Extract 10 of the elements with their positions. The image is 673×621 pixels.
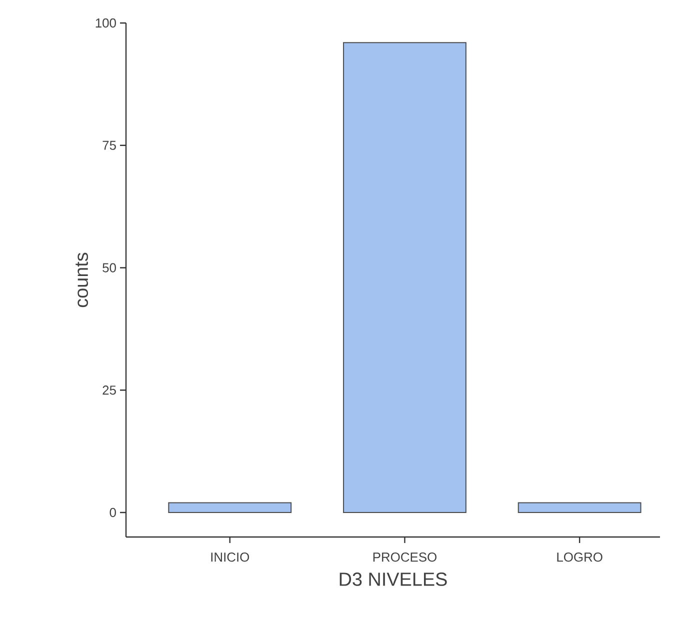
x-tick-label: LOGRO: [557, 552, 602, 562]
y-tick-label: 100: [96, 18, 116, 28]
y-tick-label: 50: [102, 263, 116, 272]
x-axis-title: D3 NIVELES: [340, 572, 447, 586]
y-tick-label: 25: [102, 386, 116, 395]
x-tick-label: INICIO: [211, 552, 250, 562]
y-tick-label: 0: [110, 508, 116, 518]
x-tick-label: PROCESO: [373, 552, 436, 562]
y-tick-label: 75: [102, 140, 116, 150]
y-axis-title: counts: [76, 252, 88, 308]
